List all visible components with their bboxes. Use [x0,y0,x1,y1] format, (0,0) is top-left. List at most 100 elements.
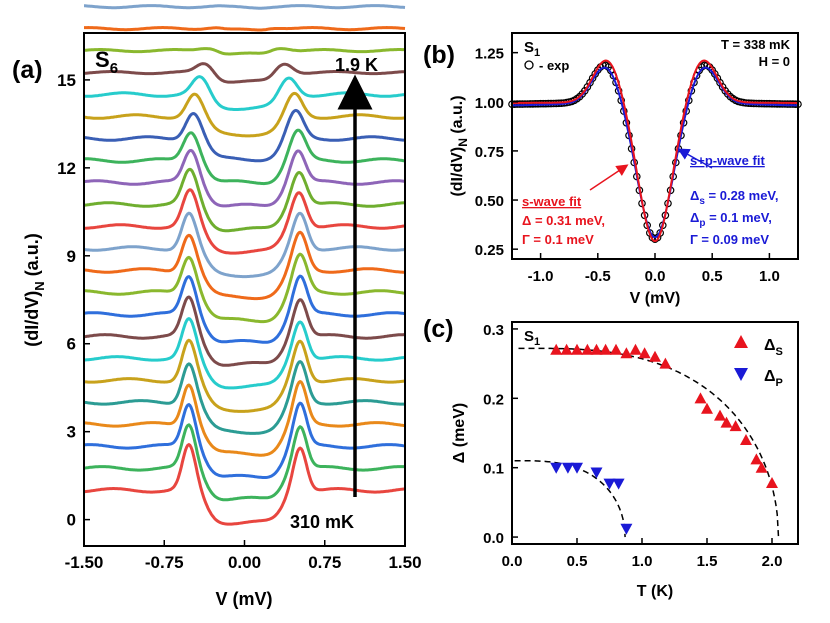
s-wave-arrow [589,164,629,191]
panel-a-ytick-label: 6 [67,335,76,354]
spectrum-curve-6 [84,316,406,390]
spectrum-curve-16 [83,108,406,163]
panel-a-label: (a) [12,56,43,84]
delta-p-point [612,478,625,490]
panel-a-xtick-label: 0.75 [308,553,341,572]
panel-c-legend: ΔS ΔP [734,335,783,389]
delta-p-point [590,467,603,479]
panel-c-ylabel: Δ (meV) [451,403,468,463]
spectrum-curve-13 [83,167,405,233]
s-wave-gamma: Γ = 0.1 meV [522,232,594,247]
panel-b-curves [508,59,802,244]
panel-c-xtick-label: 0.0 [502,553,523,570]
panel-c-ytick-label: 0.1 [483,461,504,478]
panel-b-label: (b) [423,41,455,69]
panel-a-sample-label: S6 [95,47,118,77]
spectrum-curve-2 [83,401,406,479]
panel-b-xtick-label: -0.5 [585,268,611,285]
panel-c-label: (c) [423,315,454,343]
fit-curve-s [518,347,780,538]
spectrum-curve-1 [83,423,406,502]
delta-s-point [550,343,563,355]
panel-c: (c) 0.0 0.5 1.0 1.5 2.0 0.0 0.1 0.2 0.3 S1 ΔS ΔP… [423,315,799,600]
panel-a-xtick-label: -1.50 [65,553,104,572]
spectrum-curve-7 [83,295,405,367]
panel-a-xtick-label: -0.75 [145,553,184,572]
condition-temp: T = 338 mK [721,37,791,52]
panel-a-ytick-label: 3 [67,423,76,442]
panel-a-ylabel: (dI/dV)N (a.u.) [22,233,47,346]
delta-s-point [581,343,594,355]
exp-legend-label: - exp [539,58,569,73]
exp-point [515,100,524,108]
panel-a-curves [83,4,406,526]
delta-s-point [701,402,713,414]
panel-c-xtick-label: 1.5 [697,553,718,570]
panel-b-xtick-label: 0.5 [702,268,723,285]
exp-point [781,100,789,108]
legend-delta-p-label: ΔP [764,368,783,389]
panel-a: (a) -1.50 -0.75 0.00 0.75 1.50 0 3 6 9 12 15 S6 1.… [12,4,422,609]
panel-b-xtick-label: 1.0 [759,268,780,285]
delta-s-point [755,461,768,473]
delta-s-point [560,343,573,355]
spectrum-curve-19 [83,62,406,84]
delta-s-point [649,350,661,362]
panel-a-bottom-temp: 310 mK [290,512,354,532]
sp-wave-curve [511,66,799,239]
spectrum-curve-22 [84,4,406,10]
delta-s-point [720,416,733,428]
panel-c-ytick-label: 0.0 [483,530,504,547]
spectrum-curve-20 [83,47,406,56]
delta-s-point [729,420,742,432]
legend-delta-p-marker [734,368,748,381]
panel-b-xtick-label: 0.0 [645,268,666,285]
spectrum-curve-8 [83,274,406,344]
panel-c-xtick-label: 2.0 [762,553,783,570]
delta-s-point [714,409,726,421]
panel-a-ytick-label: 12 [57,159,76,178]
exp-point [513,100,522,108]
panel-c-frame [511,321,799,545]
delta-s-point [620,347,633,359]
panel-a-ytick-label: 0 [67,511,76,530]
sp-wave-delta-s: Δs = 0.28 meV, [690,188,779,207]
sp-wave-gamma: Γ = 0.09 meV [690,232,769,247]
panel-a-ytick-label: 9 [67,247,76,266]
panel-b-ytick-label: 1.25 [475,46,504,63]
panel-b: (b) -1.0 -0.5 0.0 0.5 1.0 0.25 0.50 0.75 1.00 1.2… [423,32,802,307]
panel-c-xtick-label: 0.5 [567,553,588,570]
delta-s-point [638,347,651,359]
spectrum-curve-15 [84,128,406,186]
panel-c-xtick-label: 1.0 [632,553,653,570]
panel-a-ytick-label: 15 [57,71,76,90]
legend-delta-s-marker [734,335,748,348]
spectrum-curve-11 [83,211,406,279]
panel-c-sample-label: S1 [524,328,540,348]
exp-point [786,100,795,108]
delta-p-point [571,462,583,474]
panel-b-xtick-label: -1.0 [528,268,554,285]
spectrum-curve-5 [83,338,406,413]
panel-a-ticks: -1.50 -0.75 0.00 0.75 1.50 0 3 6 9 12 15 [57,71,421,572]
delta-p-point [603,478,616,490]
panel-c-xlabel: T (K) [637,583,673,600]
panel-b-ytick-label: 0.25 [475,242,504,259]
delta-s-point [599,343,612,355]
delta-s-point [750,453,763,465]
exp-point [521,100,529,108]
spectrum-curve-14 [83,148,406,208]
legend-delta-s-label: ΔS [764,337,783,358]
spectrum-curve-4 [83,359,405,435]
delta-p-point [550,462,563,474]
panel-a-xtick-label: 0.00 [228,553,261,572]
delta-s-point [610,343,622,355]
panel-b-xlabel: V (mV) [630,290,681,307]
spectrum-curve-12 [84,188,406,255]
panel-b-sample-label: S1 [524,39,540,59]
delta-s-point [571,343,583,355]
panel-c-ticks: 0.0 0.5 1.0 1.5 2.0 0.0 0.1 0.2 0.3 [483,322,782,570]
spectrum-curve-0 [83,442,406,526]
panel-a-top-temp: 1.9 K [335,55,378,75]
